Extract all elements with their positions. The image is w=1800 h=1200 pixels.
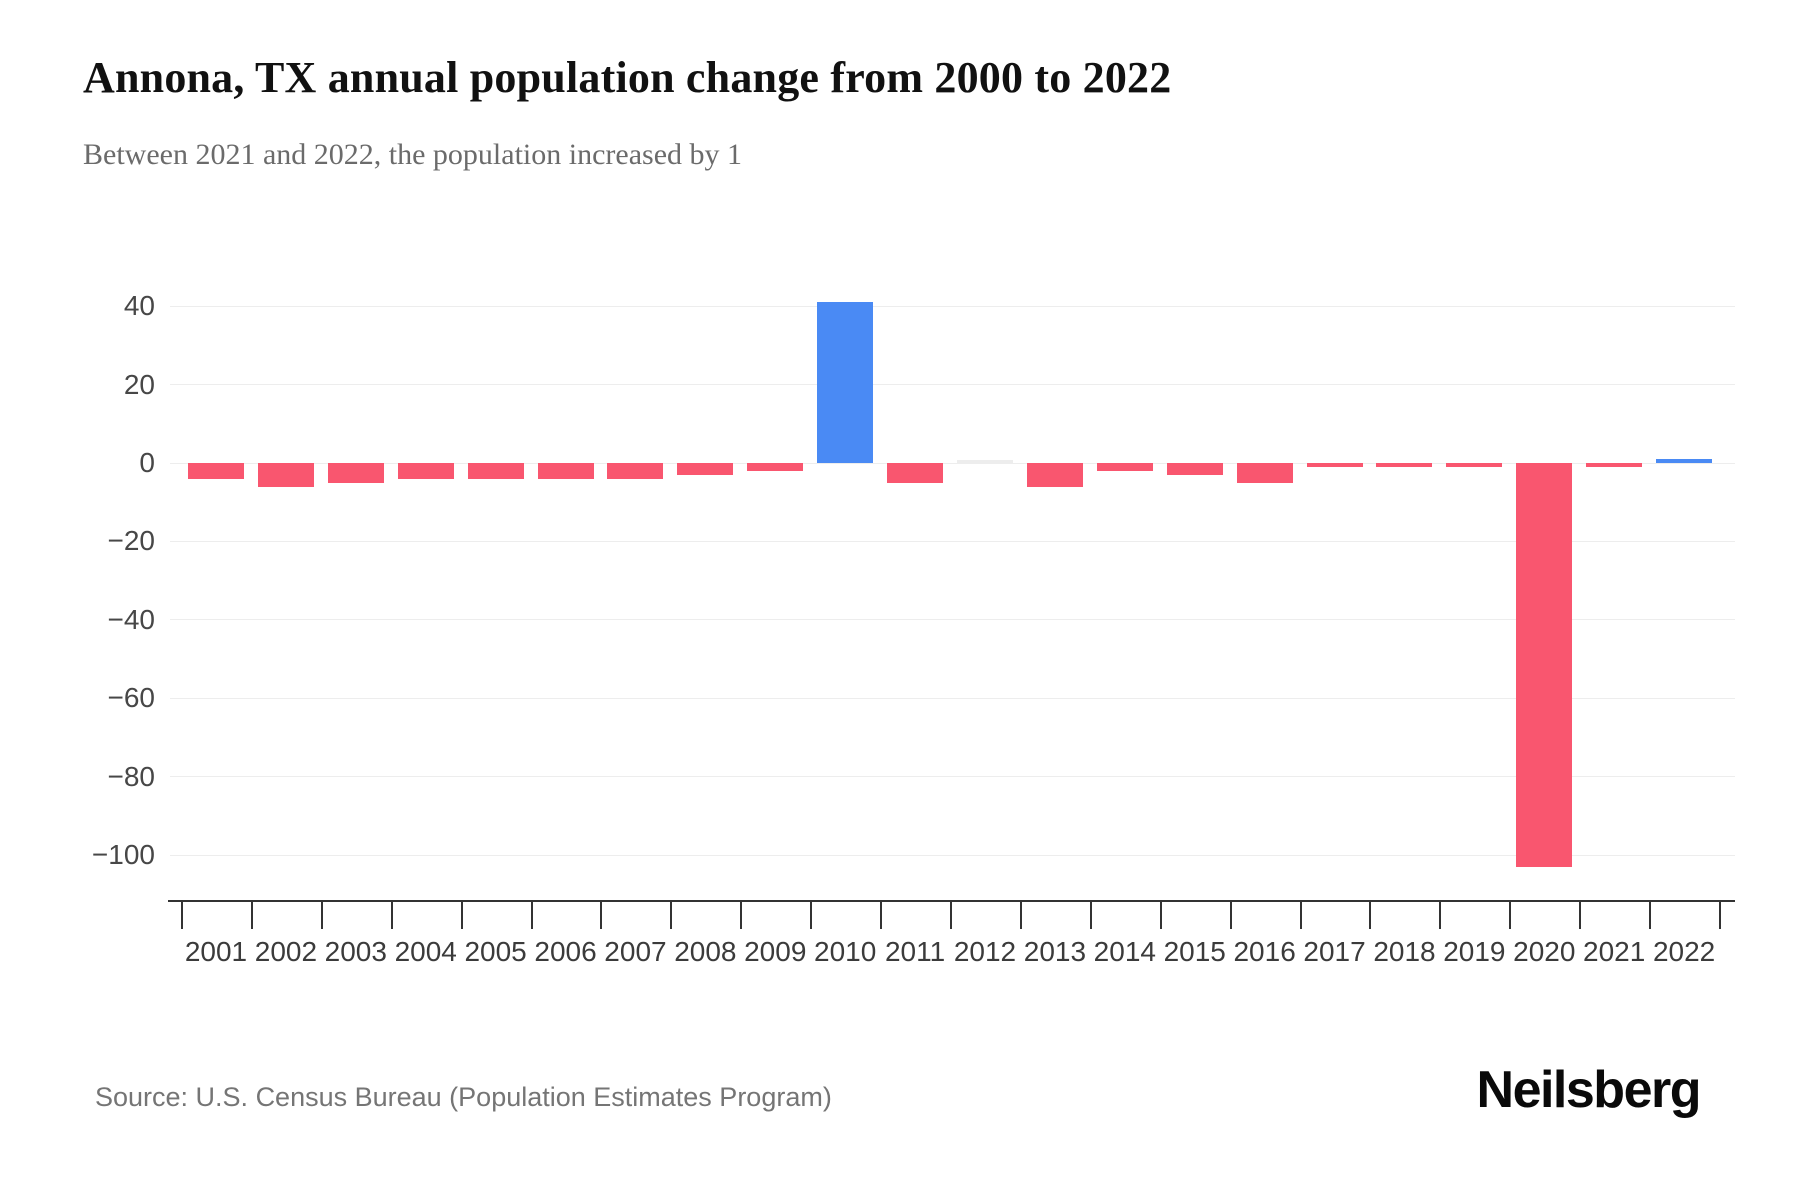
x-axis-label-2019: 2019 — [1443, 936, 1506, 967]
bar-2010[interactable] — [817, 302, 874, 463]
bar-2004[interactable] — [397, 463, 454, 479]
source-note: Source: U.S. Census Bureau (Population E… — [95, 1082, 832, 1112]
y-gridline--40 — [170, 619, 1735, 621]
bar-2011[interactable] — [887, 463, 944, 483]
x-axis-tick — [1369, 902, 1372, 929]
x-axis-label-2022: 2022 — [1652, 936, 1716, 967]
x-axis-label-2005: 2005 — [464, 936, 527, 967]
y-axis-tick-label: 20 — [123, 368, 155, 400]
y-axis-tick-label: 40 — [123, 290, 155, 322]
y-gridline--60 — [170, 697, 1735, 699]
x-axis-tick — [250, 902, 253, 929]
x-axis-label-2013: 2013 — [1023, 936, 1087, 967]
x-axis-label-2021: 2021 — [1583, 936, 1646, 967]
bar-2015[interactable] — [1166, 463, 1223, 475]
x-axis-tick — [1719, 902, 1722, 929]
x-axis-tick — [1579, 902, 1582, 929]
y-axis-tick-label: −40 — [107, 603, 156, 635]
chart-subtitle: Between 2021 and 2022, the population in… — [83, 138, 743, 171]
bar-2022[interactable] — [1656, 459, 1713, 463]
x-axis-tick — [1649, 902, 1652, 929]
x-axis-tick — [1229, 902, 1232, 929]
x-axis-label-2006: 2006 — [534, 936, 597, 967]
x-axis-label-2015: 2015 — [1163, 936, 1226, 967]
bar-2020[interactable] — [1516, 463, 1573, 867]
x-axis-tick — [181, 902, 183, 929]
y-axis-tick-label: −100 — [91, 839, 155, 870]
bar-2006[interactable] — [537, 463, 594, 479]
bar-2019[interactable] — [1446, 463, 1503, 467]
y-axis-tick-label: −60 — [107, 682, 156, 714]
bar-2003[interactable] — [327, 463, 384, 483]
chart-title: Annona, TX annual population change from… — [83, 53, 1172, 102]
y-gridline--100 — [170, 854, 1735, 856]
bar-2013[interactable] — [1026, 463, 1083, 487]
x-axis-tick — [950, 902, 952, 929]
x-axis-tick — [880, 902, 883, 929]
x-axis-label-2008: 2008 — [674, 936, 737, 967]
x-axis-tick — [600, 902, 603, 929]
x-axis-tick — [740, 902, 743, 929]
y-axis-tick-label: 0 — [139, 447, 155, 478]
bar-2012[interactable] — [957, 460, 1013, 463]
x-axis-tick — [810, 902, 813, 929]
x-axis-label-2009: 2009 — [744, 936, 807, 967]
bar-2021[interactable] — [1586, 463, 1643, 467]
bar-2009[interactable] — [747, 463, 804, 471]
x-axis-tick — [460, 902, 463, 929]
x-axis-tick — [1299, 902, 1302, 929]
bar-2014[interactable] — [1096, 463, 1153, 471]
x-axis-tick — [1019, 902, 1022, 929]
bar-2007[interactable] — [607, 463, 664, 479]
y-gridline--20 — [170, 540, 1735, 542]
y-gridline-0 — [170, 462, 1735, 464]
bar-2017[interactable] — [1306, 463, 1363, 467]
x-axis-label-2002: 2002 — [254, 936, 318, 967]
y-gridline--80 — [170, 776, 1735, 778]
bar-2002[interactable] — [257, 463, 314, 487]
y-axis-tick-label: −20 — [107, 525, 156, 557]
x-axis-label-2014: 2014 — [1093, 936, 1156, 967]
bar-2018[interactable] — [1376, 463, 1433, 467]
x-axis-tick — [1509, 902, 1512, 929]
x-axis-label-2020: 2020 — [1513, 936, 1576, 967]
x-axis-label-2004: 2004 — [394, 936, 457, 967]
x-axis-tick — [390, 902, 393, 929]
x-axis-label-2016: 2016 — [1233, 936, 1296, 967]
x-axis-label-2001: 2001 — [184, 936, 248, 967]
x-axis-label-2012: 2012 — [953, 936, 1017, 967]
y-gridline-20 — [170, 384, 1735, 386]
x-axis-line — [168, 900, 1735, 902]
x-axis-tick — [670, 902, 673, 929]
bar-2005[interactable] — [467, 463, 524, 479]
y-axis-tick-label: −80 — [107, 760, 156, 792]
x-axis-label-2018: 2018 — [1373, 936, 1436, 967]
x-axis-tick — [1089, 902, 1092, 929]
x-axis-label-2010: 2010 — [814, 936, 877, 967]
x-axis-label-2007: 2007 — [604, 936, 667, 967]
x-axis-label-2003: 2003 — [324, 936, 387, 967]
x-axis-label-2017: 2017 — [1303, 936, 1366, 967]
x-axis-tick — [530, 902, 533, 929]
bar-2016[interactable] — [1236, 463, 1293, 483]
x-axis-tick — [320, 902, 323, 929]
x-axis-tick — [1159, 902, 1162, 929]
bar-2001[interactable] — [188, 463, 244, 479]
y-gridline-40 — [170, 305, 1735, 307]
bar-2008[interactable] — [677, 463, 734, 475]
brand-logo: Neilsberg — [1476, 1061, 1702, 1119]
x-axis-tick — [1439, 902, 1442, 929]
x-axis-label-2011: 2011 — [884, 936, 946, 967]
